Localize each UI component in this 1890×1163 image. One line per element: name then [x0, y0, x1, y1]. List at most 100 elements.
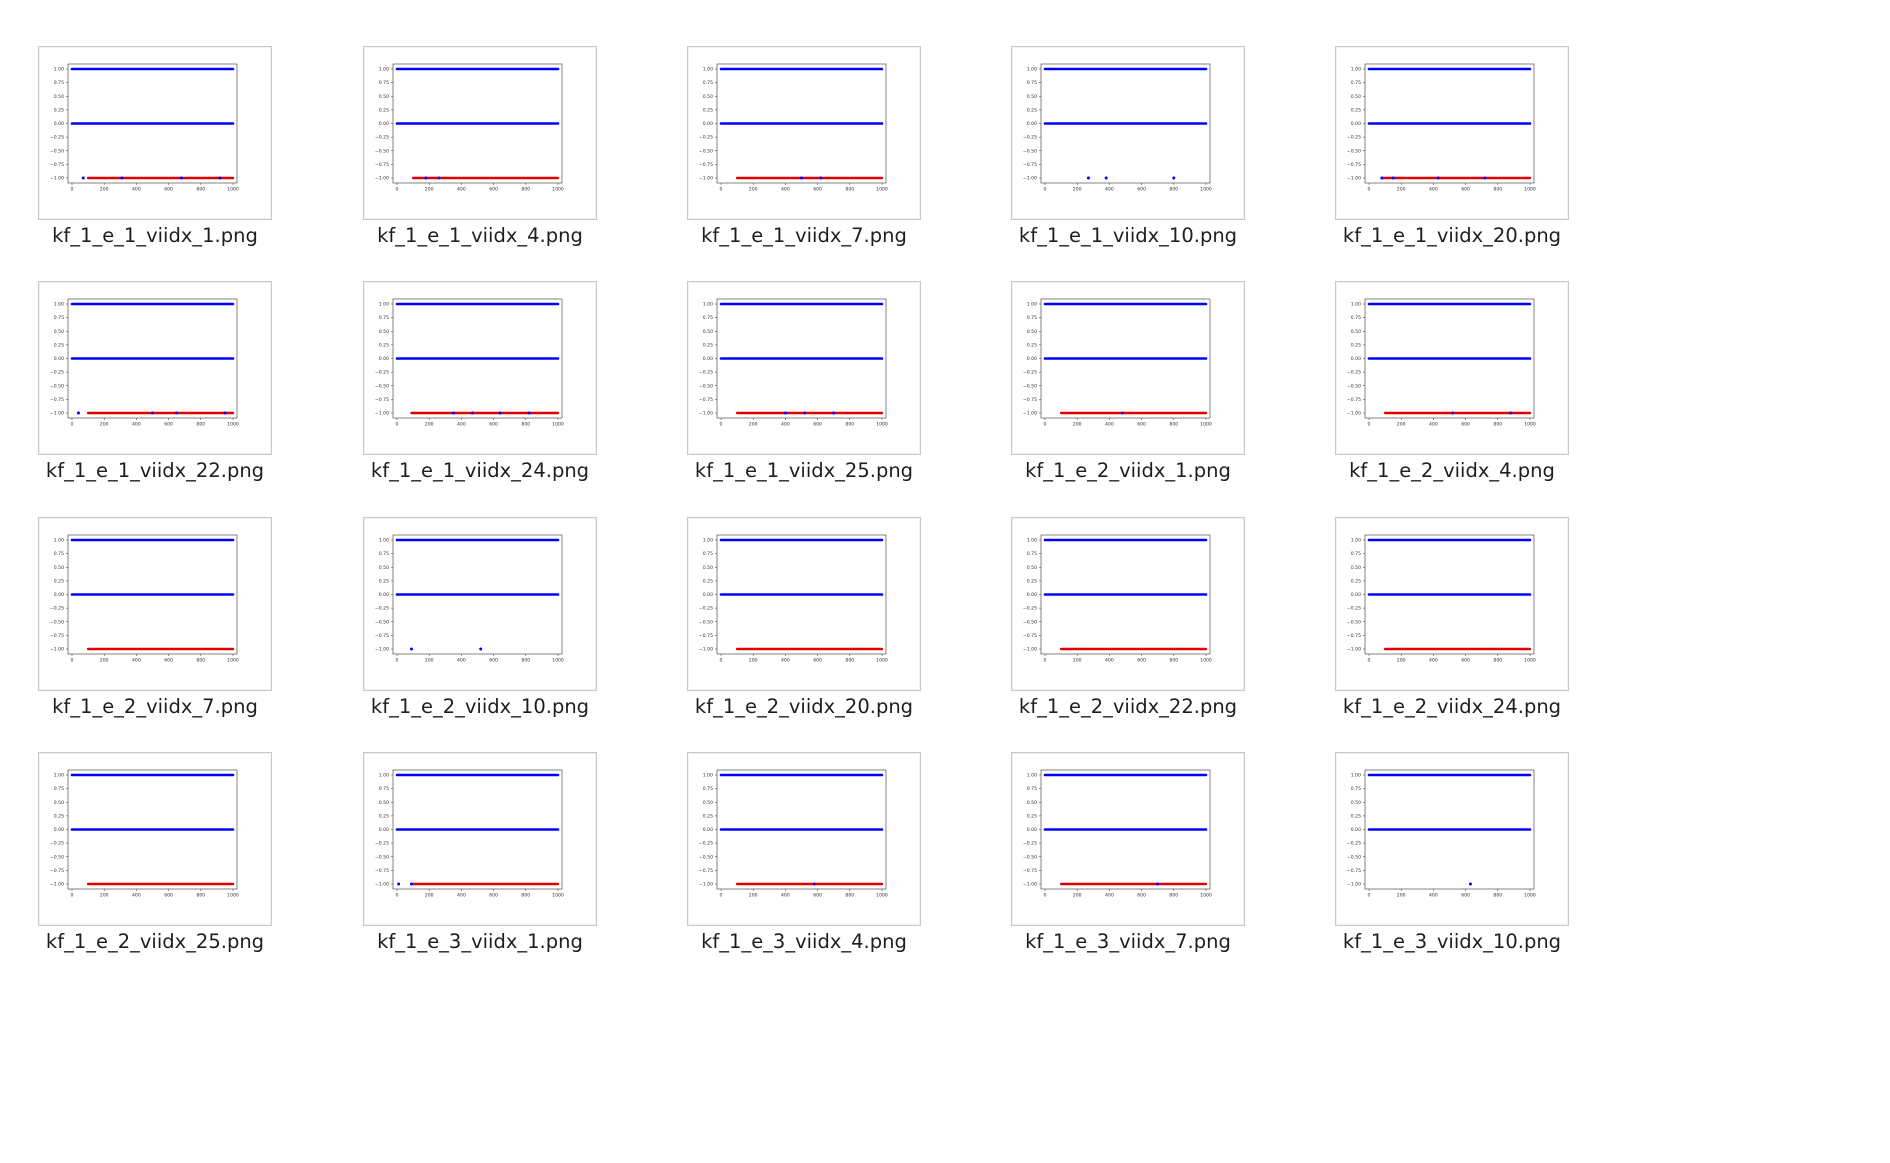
file-name[interactable]: kf_1_e_1_viidx_22.png: [45, 459, 265, 482]
file-tile[interactable]: 1.00 0.75 0.50 0.25 0.00 −0.25 −0.50 −0.75 −1.00…: [1297, 46, 1597, 276]
series-blue-point: [1120, 411, 1124, 415]
file-thumbnail[interactable]: 1.00 0.75 0.50 0.25 0.00 −0.25 −0.50 −0.75 −1.00…: [1335, 46, 1569, 220]
x-tick-label: 400: [132, 658, 141, 664]
file-name[interactable]: kf_1_e_3_viidx_4.png: [701, 930, 907, 953]
file-tile[interactable]: 1.00 0.75 0.50 0.25 0.00 −0.25 −0.50 −0.75 −1.00…: [649, 281, 949, 511]
file-name[interactable]: kf_1_e_1_viidx_7.png: [701, 224, 907, 247]
y-tick-label: 0.25: [379, 342, 389, 348]
file-tile[interactable]: 1.00 0.75 0.50 0.25 0.00 −0.25 −0.50 −0.75 −1.00…: [325, 281, 625, 511]
file-tile[interactable]: 1.00 0.75 0.50 0.25 0.00 −0.25 −0.50 −0.75 −1.00…: [325, 46, 625, 276]
file-name[interactable]: kf_1_e_2_viidx_1.png: [1025, 459, 1231, 482]
file-thumbnail[interactable]: 1.00 0.75 0.50 0.25 0.00 −0.25 −0.50 −0.75 −1.00…: [687, 517, 921, 691]
file-tile[interactable]: 1.00 0.75 0.50 0.25 0.00 −0.25 −0.50 −0.75 −1.00…: [649, 517, 949, 747]
file-thumbnail[interactable]: 1.00 0.75 0.50 0.25 0.00 −0.25 −0.50 −0.75 −1.00…: [1011, 517, 1245, 691]
x-tick-label: 400: [457, 893, 466, 899]
file-tile[interactable]: 1.00 0.75 0.50 0.25 0.00 −0.25 −0.50 −0.75 −1.00…: [0, 46, 300, 276]
y-tick-label: −1.00: [1023, 411, 1037, 417]
file-thumbnail[interactable]: 1.00 0.75 0.50 0.25 0.00 −0.25 −0.50 −0.75 −1.00…: [687, 281, 921, 455]
file-tile[interactable]: 1.00 0.75 0.50 0.25 0.00 −0.25 −0.50 −0.75 −1.00…: [1297, 281, 1597, 511]
file-tile[interactable]: 1.00 0.75 0.50 0.25 0.00 −0.25 −0.50 −0.75 −1.00…: [0, 281, 300, 511]
x-tick-label: 800: [845, 893, 854, 899]
y-tick-label: 0.00: [1351, 592, 1361, 598]
file-tile[interactable]: 1.00 0.75 0.50 0.25 0.00 −0.25 −0.50 −0.75 −1.00…: [325, 752, 625, 982]
file-tile[interactable]: 1.00 0.75 0.50 0.25 0.00 −0.25 −0.50 −0.75 −1.00…: [973, 752, 1273, 982]
file-name[interactable]: kf_1_e_3_viidx_1.png: [377, 930, 583, 953]
file-thumbnail[interactable]: 1.00 0.75 0.50 0.25 0.00 −0.25 −0.50 −0.75 −1.00…: [363, 752, 597, 926]
series-blue-point: [1451, 411, 1455, 415]
x-tick-label: 200: [100, 658, 109, 664]
x-tick-label: 400: [457, 187, 466, 193]
file-name[interactable]: kf_1_e_2_viidx_25.png: [45, 930, 265, 953]
y-tick-label: 0.25: [1351, 578, 1361, 584]
file-thumbnail[interactable]: 1.00 0.75 0.50 0.25 0.00 −0.25 −0.50 −0.75 −1.00…: [38, 517, 272, 691]
file-name[interactable]: kf_1_e_2_viidx_22.png: [1018, 695, 1238, 718]
file-name[interactable]: kf_1_e_1_viidx_4.png: [377, 224, 583, 247]
y-tick-label: 0.75: [1027, 80, 1037, 86]
series-blue-point: [120, 176, 124, 180]
file-name[interactable]: kf_1_e_3_viidx_7.png: [1025, 930, 1231, 953]
file-name[interactable]: kf_1_e_1_viidx_25.png: [694, 459, 914, 482]
file-thumbnail[interactable]: 1.00 0.75 0.50 0.25 0.00 −0.25 −0.50 −0.75 −1.00…: [363, 517, 597, 691]
file-name[interactable]: kf_1_e_2_viidx_4.png: [1349, 459, 1555, 482]
file-name[interactable]: kf_1_e_1_viidx_24.png: [370, 459, 590, 482]
file-thumbnail[interactable]: 1.00 0.75 0.50 0.25 0.00 −0.25 −0.50 −0.75 −1.00…: [38, 46, 272, 220]
file-name[interactable]: kf_1_e_1_viidx_1.png: [52, 224, 258, 247]
file-name[interactable]: kf_1_e_2_viidx_24.png: [1342, 695, 1562, 718]
file-tile[interactable]: 1.00 0.75 0.50 0.25 0.00 −0.25 −0.50 −0.75 −1.00…: [973, 46, 1273, 276]
file-thumbnail[interactable]: 1.00 0.75 0.50 0.25 0.00 −0.25 −0.50 −0.75 −1.00…: [1011, 752, 1245, 926]
file-name[interactable]: kf_1_e_2_viidx_7.png: [52, 695, 258, 718]
y-tick-label: 0.00: [1027, 592, 1037, 598]
file-thumbnail[interactable]: 1.00 0.75 0.50 0.25 0.00 −0.25 −0.50 −0.75 −1.00…: [1011, 281, 1245, 455]
y-tick-label: −0.50: [375, 148, 389, 154]
file-thumbnail[interactable]: 1.00 0.75 0.50 0.25 0.00 −0.25 −0.50 −0.75 −1.00…: [38, 752, 272, 926]
y-tick-label: 0.75: [1351, 551, 1361, 557]
file-thumbnail[interactable]: 1.00 0.75 0.50 0.25 0.00 −0.25 −0.50 −0.75 −1.00…: [687, 46, 921, 220]
y-tick-label: −1.00: [1023, 176, 1037, 182]
y-tick-label: 0.50: [703, 94, 713, 100]
x-tick-label: 0: [1368, 893, 1371, 899]
series-blue-point: [1509, 411, 1513, 415]
file-name[interactable]: kf_1_e_3_viidx_10.png: [1342, 930, 1562, 953]
file-thumbnail[interactable]: 1.00 0.75 0.50 0.25 0.00 −0.25 −0.50 −0.75 −1.00…: [1011, 46, 1245, 220]
thumbnail-chart: 1.00 0.75 0.50 0.25 0.00 −0.25 −0.50 −0.75 −1.00…: [1023, 534, 1212, 664]
y-tick-label: −0.25: [699, 606, 713, 612]
y-tick-label: −0.75: [1023, 868, 1037, 874]
x-tick-label: 1000: [227, 187, 239, 193]
file-thumbnail[interactable]: 1.00 0.75 0.50 0.25 0.00 −0.25 −0.50 −0.75 −1.00…: [38, 281, 272, 455]
y-tick-label: −0.75: [699, 868, 713, 874]
y-tick-label: −0.75: [1347, 397, 1361, 403]
file-thumbnail[interactable]: 1.00 0.75 0.50 0.25 0.00 −0.25 −0.50 −0.75 −1.00…: [363, 46, 597, 220]
file-thumbnail[interactable]: 1.00 0.75 0.50 0.25 0.00 −0.25 −0.50 −0.75 −1.00…: [1335, 281, 1569, 455]
file-tile[interactable]: 1.00 0.75 0.50 0.25 0.00 −0.25 −0.50 −0.75 −1.00…: [973, 281, 1273, 511]
series-blue-point: [832, 411, 836, 415]
y-tick-label: −0.75: [50, 397, 64, 403]
x-tick-label: 800: [845, 422, 854, 428]
file-tile[interactable]: 1.00 0.75 0.50 0.25 0.00 −0.25 −0.50 −0.75 −1.00…: [0, 752, 300, 982]
file-tile[interactable]: 1.00 0.75 0.50 0.25 0.00 −0.25 −0.50 −0.75 −1.00…: [649, 752, 949, 982]
file-thumbnail[interactable]: 1.00 0.75 0.50 0.25 0.00 −0.25 −0.50 −0.75 −1.00…: [1335, 752, 1569, 926]
x-tick-label: 1000: [227, 422, 239, 428]
file-tile[interactable]: 1.00 0.75 0.50 0.25 0.00 −0.25 −0.50 −0.75 −1.00…: [1297, 752, 1597, 982]
y-tick-label: −0.25: [699, 841, 713, 847]
y-tick-label: −0.25: [1347, 841, 1361, 847]
x-tick-label: 800: [1493, 658, 1502, 664]
file-tile[interactable]: 1.00 0.75 0.50 0.25 0.00 −0.25 −0.50 −0.75 −1.00…: [325, 517, 625, 747]
file-name[interactable]: kf_1_e_2_viidx_10.png: [370, 695, 590, 718]
file-name[interactable]: kf_1_e_1_viidx_10.png: [1018, 224, 1238, 247]
file-tile[interactable]: 1.00 0.75 0.50 0.25 0.00 −0.25 −0.50 −0.75 −1.00…: [0, 517, 300, 747]
file-tile[interactable]: 1.00 0.75 0.50 0.25 0.00 −0.25 −0.50 −0.75 −1.00…: [649, 46, 949, 276]
thumbnail-chart: 1.00 0.75 0.50 0.25 0.00 −0.25 −0.50 −0.75 −1.00…: [50, 769, 239, 899]
y-tick-label: −0.25: [1347, 370, 1361, 376]
thumbnail-chart: 1.00 0.75 0.50 0.25 0.00 −0.25 −0.50 −0.75 −1.00…: [1347, 298, 1536, 428]
file-name[interactable]: kf_1_e_2_viidx_20.png: [694, 695, 914, 718]
y-tick-label: −1.00: [375, 411, 389, 417]
file-name[interactable]: kf_1_e_1_viidx_20.png: [1342, 224, 1562, 247]
file-thumbnail[interactable]: 1.00 0.75 0.50 0.25 0.00 −0.25 −0.50 −0.75 −1.00…: [1335, 517, 1569, 691]
file-tile[interactable]: 1.00 0.75 0.50 0.25 0.00 −0.25 −0.50 −0.75 −1.00…: [973, 517, 1273, 747]
file-tile[interactable]: 1.00 0.75 0.50 0.25 0.00 −0.25 −0.50 −0.75 −1.00…: [1297, 517, 1597, 747]
y-tick-label: 0.25: [703, 342, 713, 348]
y-tick-label: 0.75: [1351, 786, 1361, 792]
file-thumbnail[interactable]: 1.00 0.75 0.50 0.25 0.00 −0.25 −0.50 −0.75 −1.00…: [363, 281, 597, 455]
x-tick-label: 200: [749, 187, 758, 193]
file-thumbnail[interactable]: 1.00 0.75 0.50 0.25 0.00 −0.25 −0.50 −0.75 −1.00…: [687, 752, 921, 926]
